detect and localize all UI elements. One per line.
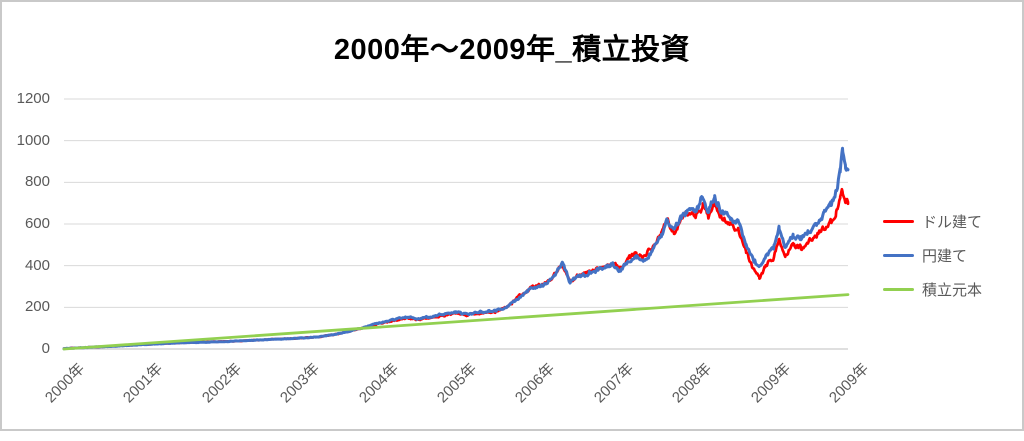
legend-label: 円建て bbox=[922, 247, 968, 265]
legend-item-3: 積立元本 bbox=[883, 272, 982, 306]
y-tick-label: 600 bbox=[24, 215, 50, 232]
series-line-1 bbox=[62, 187, 850, 351]
y-tick-label: 400 bbox=[24, 256, 50, 274]
series-line-2 bbox=[62, 146, 850, 351]
y-tick-label: 0 bbox=[41, 340, 50, 357]
legend-item-2: 円建て bbox=[883, 238, 982, 272]
legend-line-swatch bbox=[883, 219, 914, 223]
legend-label: 積立元本 bbox=[922, 281, 983, 299]
legend-line-swatch bbox=[883, 253, 914, 257]
chart-title: 2000年～2009年_積立投資 bbox=[333, 34, 691, 66]
y-tick-label: 200 bbox=[24, 298, 50, 316]
series-line-3 bbox=[62, 293, 850, 351]
plot-area bbox=[62, 98, 850, 351]
legend-label: ドル建て bbox=[922, 213, 983, 231]
legend-item-1: ドル建て bbox=[883, 204, 982, 238]
chart-frame: 2000年～2009年_積立投資 0 200 400 600 800 1000 1200 2… bbox=[0, 0, 1024, 431]
y-tick-label: 1000 bbox=[16, 131, 50, 149]
legend: ドル建て円建て積立元本 bbox=[883, 204, 982, 306]
y-tick-label: 1200 bbox=[16, 90, 50, 107]
y-tick-label: 800 bbox=[24, 173, 50, 191]
legend-line-swatch bbox=[883, 287, 914, 291]
